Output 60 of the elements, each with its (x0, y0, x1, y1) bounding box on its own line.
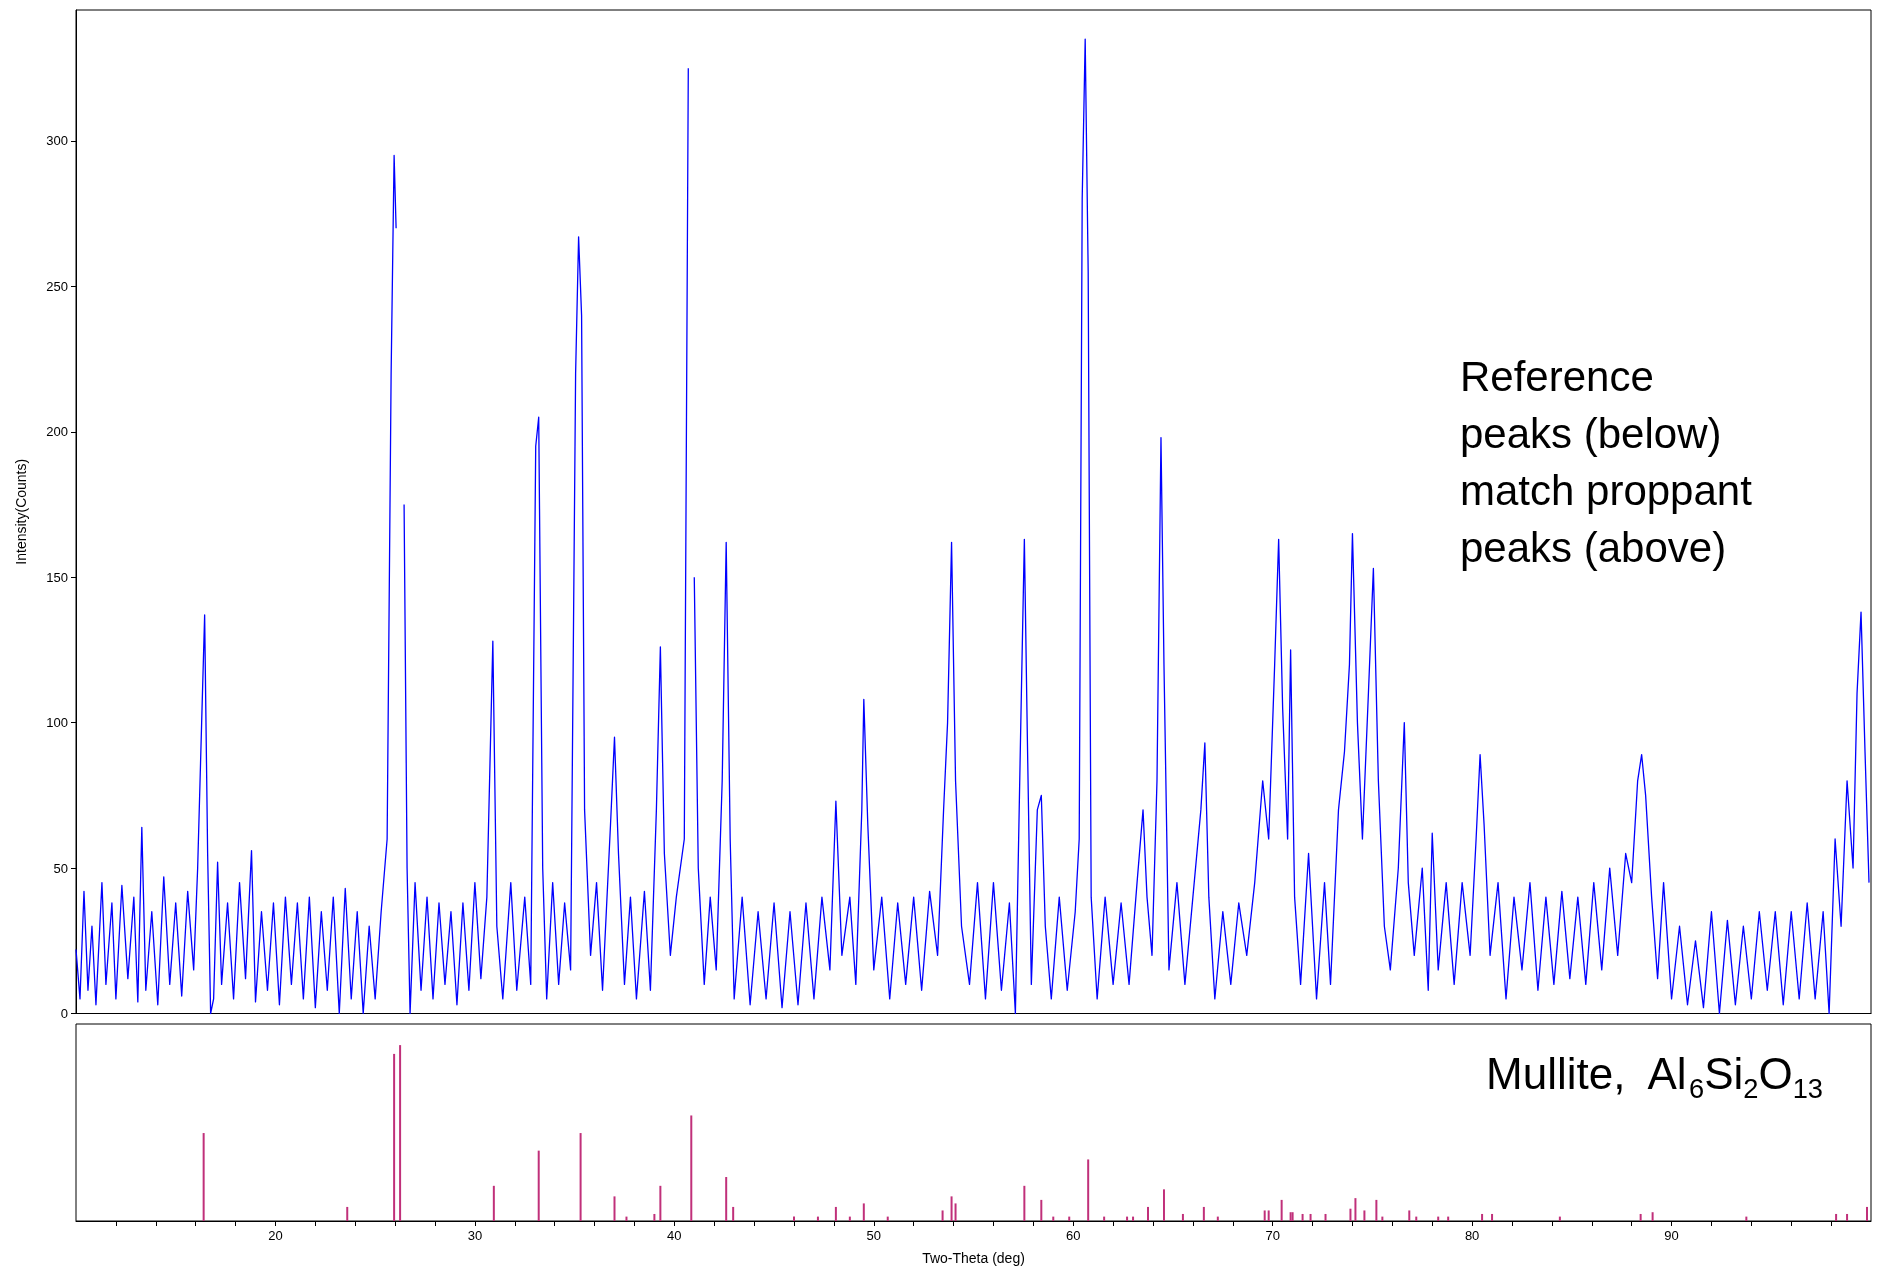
bar (1040, 1199, 1043, 1221)
bar (659, 1185, 662, 1221)
x-axis-title: Two-Theta (deg) (922, 1250, 1025, 1266)
bar (1481, 1213, 1484, 1221)
bar (1280, 1199, 1283, 1221)
bar (1363, 1210, 1366, 1221)
x-tick-label: 90 (1664, 1228, 1679, 1243)
bar (202, 1133, 205, 1221)
bar (393, 1053, 396, 1221)
y-tick-label: 100 (46, 715, 68, 731)
bar (1651, 1212, 1654, 1221)
bar (579, 1133, 582, 1221)
bar (834, 1206, 837, 1221)
bar (1087, 1159, 1090, 1221)
bar (653, 1213, 656, 1221)
bar (1309, 1213, 1312, 1221)
bar (1202, 1206, 1205, 1221)
bar (862, 1203, 865, 1221)
bar (1639, 1213, 1642, 1221)
x-tick-label: 80 (1464, 1228, 1480, 1243)
y-tick-label: 50 (53, 860, 68, 876)
bar (492, 1185, 495, 1221)
bar (1354, 1198, 1357, 1221)
bar (1162, 1189, 1165, 1221)
x-tick-label: 60 (1065, 1228, 1081, 1243)
x-tick-label: 70 (1265, 1228, 1280, 1243)
bar (954, 1203, 957, 1221)
x-tick-label: 20 (268, 1228, 283, 1243)
bar (1491, 1213, 1494, 1221)
y-tick-label: 200 (46, 424, 68, 440)
bar (1181, 1213, 1184, 1221)
bar (346, 1206, 349, 1221)
bar (941, 1210, 944, 1221)
bar (690, 1115, 693, 1221)
bar (732, 1206, 735, 1221)
bar (1846, 1213, 1849, 1221)
bar (1263, 1210, 1266, 1221)
bar (950, 1196, 953, 1221)
y-tick-label: 150 (46, 569, 68, 585)
bar (1301, 1213, 1304, 1221)
y-tick-label: 250 (46, 278, 68, 294)
bar (399, 1045, 402, 1221)
bar (1349, 1208, 1352, 1221)
y-axis-title: Intensity(Counts) (13, 458, 29, 565)
bar (1324, 1213, 1327, 1221)
bar (1267, 1210, 1270, 1221)
y-tick-label: 0 (60, 1006, 68, 1021)
x-tick-label: 30 (467, 1228, 483, 1243)
bar (613, 1196, 616, 1221)
y-tick-label: 300 (46, 133, 68, 149)
bar (1408, 1210, 1411, 1221)
bar (1375, 1199, 1378, 1221)
bar (1866, 1206, 1869, 1221)
bar (725, 1177, 728, 1221)
x-tick-label: 50 (866, 1228, 882, 1243)
bar (1147, 1206, 1150, 1221)
x-tick-label: 40 (667, 1228, 682, 1243)
bar (537, 1150, 540, 1221)
bar (1835, 1213, 1838, 1221)
annotation: Reference peaks (below) match proppant peaks (above) (1460, 352, 1753, 571)
